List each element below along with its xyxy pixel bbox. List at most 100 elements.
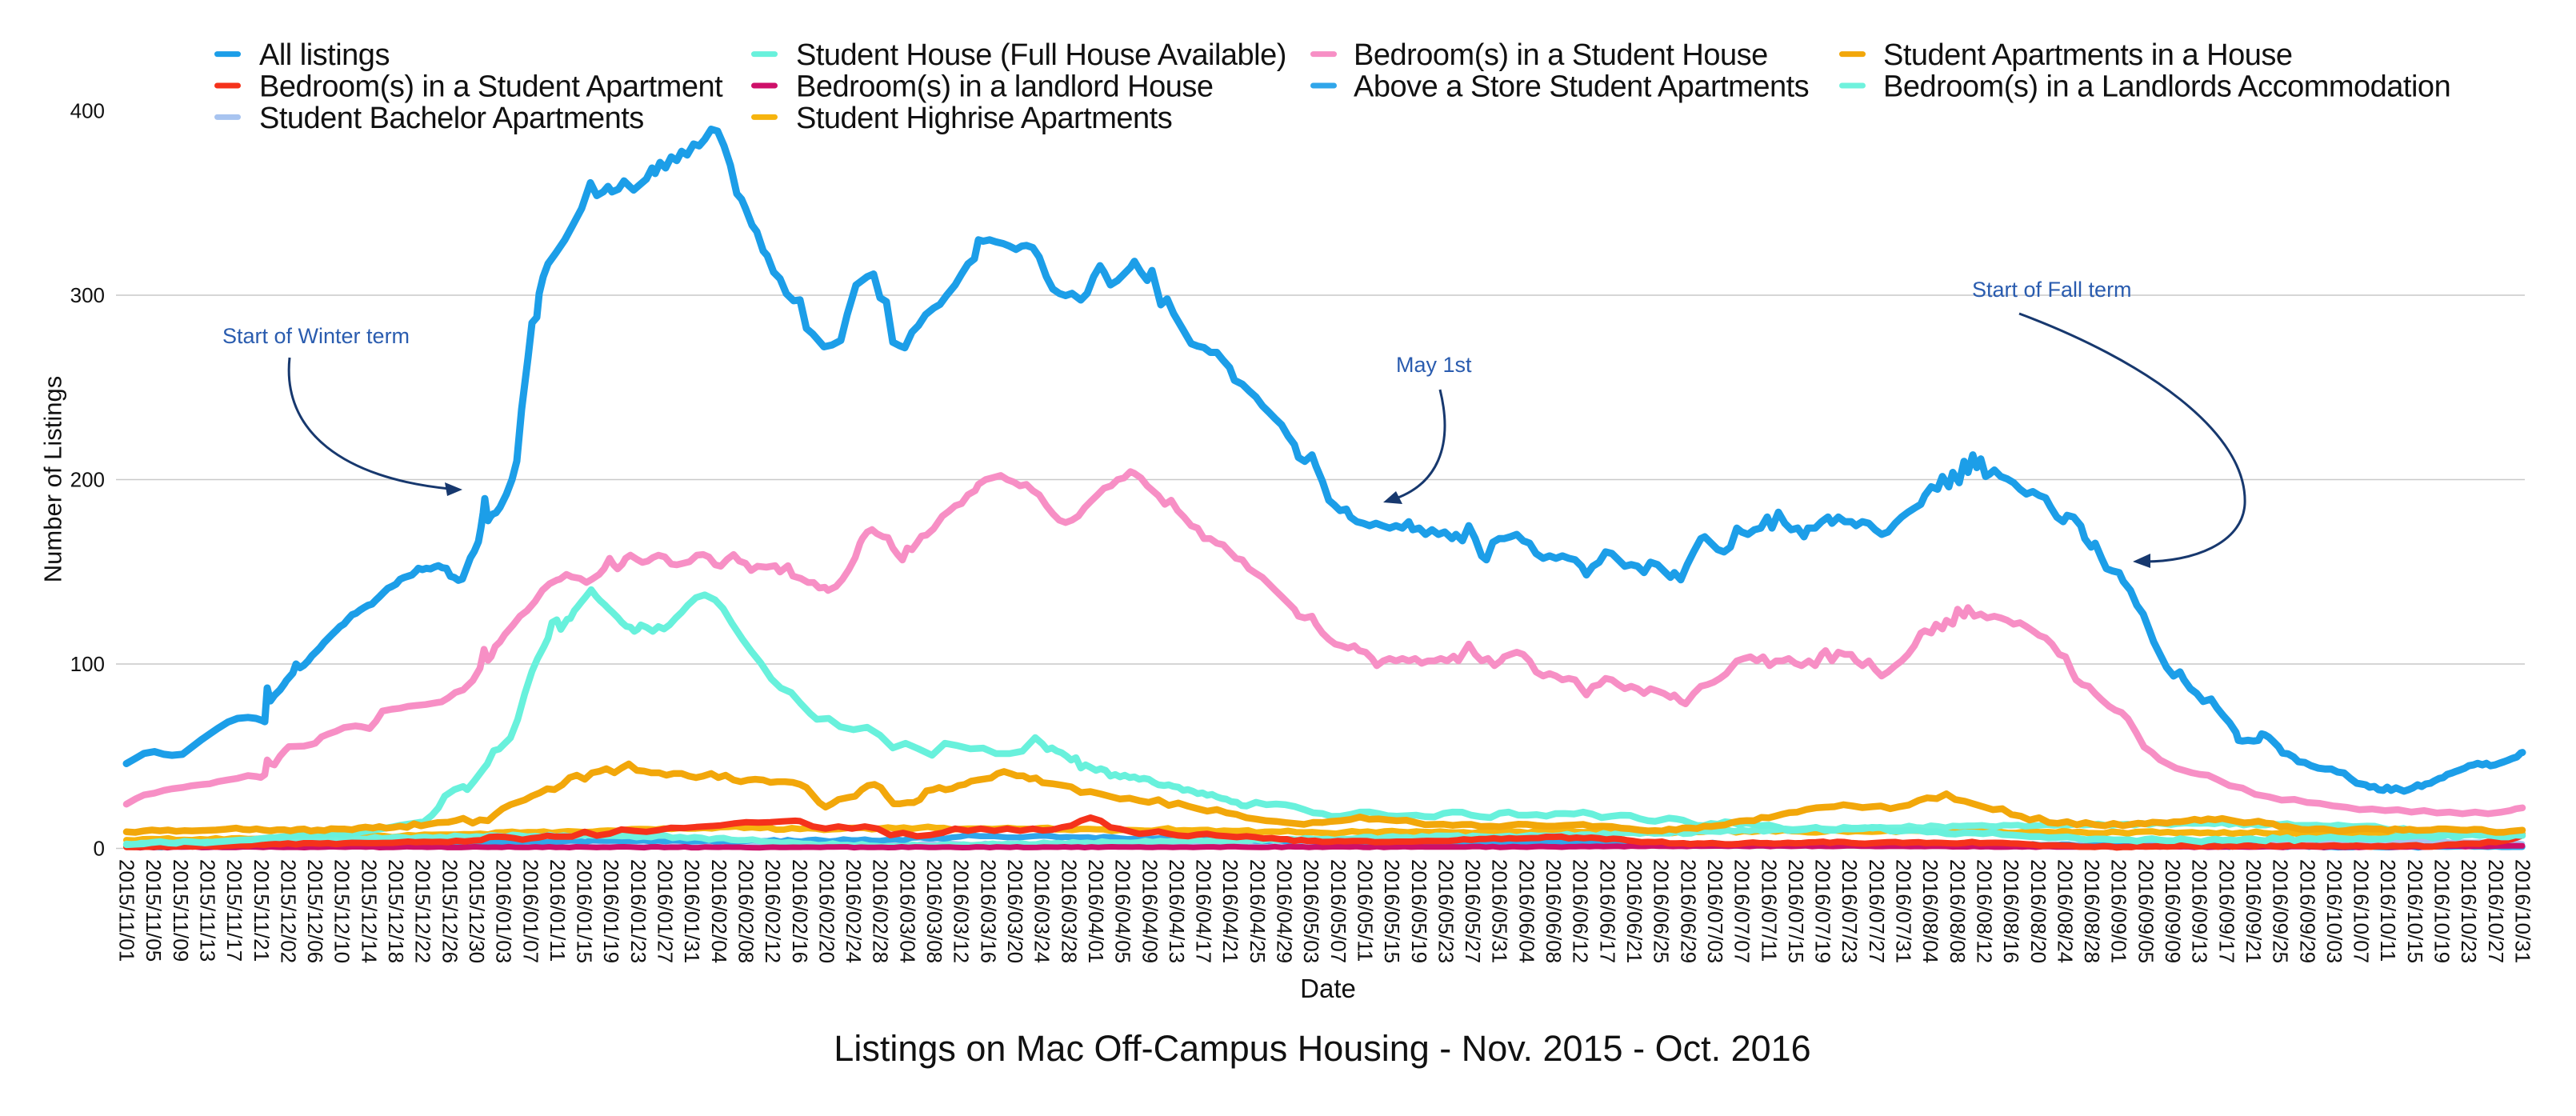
svg-text:Student Bachelor Apartments: Student Bachelor Apartments [259, 102, 644, 135]
svg-text:2016/07/11: 2016/07/11 [1757, 859, 1781, 962]
svg-text:2016/09/01: 2016/09/01 [2107, 859, 2131, 963]
svg-text:2016/04/09: 2016/04/09 [1138, 859, 1162, 963]
svg-text:2015/12/30: 2015/12/30 [465, 859, 489, 963]
svg-text:2016/06/08: 2016/06/08 [1542, 859, 1566, 963]
svg-text:2016/03/28: 2016/03/28 [1057, 859, 1081, 963]
svg-text:Above a Store Student Apartmen: Above a Store Student Apartments [1354, 70, 1809, 104]
svg-text:2016/10/11: 2016/10/11 [2376, 859, 2400, 962]
svg-text:2016/05/19: 2016/05/19 [1407, 859, 1431, 963]
svg-text:2016/02/12: 2016/02/12 [761, 859, 785, 963]
svg-text:2016/09/17: 2016/09/17 [2214, 859, 2238, 963]
svg-text:2016/03/20: 2016/03/20 [1003, 859, 1027, 963]
svg-text:2015/12/02: 2015/12/02 [276, 859, 300, 963]
svg-text:2016/04/21: 2016/04/21 [1218, 859, 1242, 963]
svg-text:2016/06/29: 2016/06/29 [1676, 859, 1700, 963]
svg-text:2016/05/15: 2016/05/15 [1380, 859, 1404, 963]
svg-text:2016/09/29: 2016/09/29 [2295, 859, 2319, 963]
svg-text:Student Highrise Apartments: Student Highrise Apartments [796, 102, 1172, 135]
svg-text:2016/09/21: 2016/09/21 [2242, 859, 2266, 963]
svg-text:400: 400 [70, 99, 105, 123]
svg-text:2016/10/19: 2016/10/19 [2430, 859, 2454, 963]
svg-text:2016/05/23: 2016/05/23 [1434, 859, 1458, 963]
svg-text:2016/06/21: 2016/06/21 [1622, 859, 1646, 963]
svg-text:2016/02/28: 2016/02/28 [869, 859, 893, 963]
svg-text:2016/08/08: 2016/08/08 [1946, 859, 1970, 963]
svg-text:2016/08/20: 2016/08/20 [2026, 859, 2050, 963]
svg-text:2016/02/08: 2016/02/08 [734, 859, 758, 963]
svg-text:2016/08/24: 2016/08/24 [2053, 859, 2077, 963]
svg-text:2016/09/25: 2016/09/25 [2269, 859, 2293, 963]
svg-text:2016/06/04: 2016/06/04 [1514, 859, 1538, 963]
svg-text:2016/07/03: 2016/07/03 [1703, 859, 1727, 963]
svg-text:2016/08/28: 2016/08/28 [2080, 859, 2104, 963]
svg-text:Listings on Mac Off-Campus Hou: Listings on Mac Off-Campus Housing - Nov… [834, 1028, 1810, 1069]
svg-text:2016/07/27: 2016/07/27 [1865, 859, 1889, 963]
svg-text:May 1st: May 1st [1396, 353, 1472, 377]
svg-text:2016/03/08: 2016/03/08 [922, 859, 946, 963]
svg-text:2016/01/23: 2016/01/23 [626, 859, 650, 963]
svg-text:Bedroom(s) in a Landlords Acco: Bedroom(s) in a Landlords Accommodation [1883, 70, 2450, 104]
svg-text:2016/01/07: 2016/01/07 [518, 859, 542, 963]
svg-text:Date: Date [1300, 974, 1356, 1003]
svg-text:2016/05/03: 2016/05/03 [1299, 859, 1323, 963]
svg-text:2015/12/22: 2015/12/22 [411, 859, 435, 963]
svg-text:Bedroom(s) in a Student Apartm: Bedroom(s) in a Student Apartment [259, 70, 723, 104]
svg-text:2016/01/03: 2016/01/03 [492, 859, 516, 963]
svg-text:2016/07/19: 2016/07/19 [1811, 859, 1835, 963]
svg-text:2015/12/06: 2015/12/06 [303, 859, 327, 963]
svg-text:2016/05/27: 2016/05/27 [1461, 859, 1485, 963]
svg-text:2016/03/04: 2016/03/04 [895, 859, 919, 963]
svg-text:2016/05/07: 2016/05/07 [1326, 859, 1350, 963]
svg-text:2015/12/10: 2015/12/10 [330, 859, 354, 963]
svg-text:Student House (Full House Avai: Student House (Full House Available) [796, 38, 1286, 72]
svg-text:2016/04/01: 2016/04/01 [1084, 859, 1108, 963]
svg-text:Start of Fall term: Start of Fall term [1972, 278, 2132, 302]
svg-text:2016/08/16: 2016/08/16 [1999, 859, 2023, 963]
svg-text:200: 200 [70, 468, 105, 492]
svg-text:Bedroom(s) in a landlord House: Bedroom(s) in a landlord House [796, 70, 1214, 104]
svg-text:2015/11/09: 2015/11/09 [169, 859, 193, 962]
svg-text:2016/03/24: 2016/03/24 [1030, 859, 1054, 963]
svg-text:2015/11/13: 2015/11/13 [196, 859, 220, 962]
svg-text:2015/11/17: 2015/11/17 [222, 859, 246, 962]
svg-text:2016/03/12: 2016/03/12 [950, 859, 974, 963]
svg-text:Student Apartments in a House: Student Apartments in a House [1883, 38, 2293, 72]
svg-text:2016/10/23: 2016/10/23 [2457, 859, 2481, 963]
svg-text:2015/11/01: 2015/11/01 [115, 859, 139, 962]
svg-text:0: 0 [94, 837, 105, 861]
svg-text:2016/10/31: 2016/10/31 [2511, 859, 2535, 963]
svg-text:2016/07/23: 2016/07/23 [1838, 859, 1862, 963]
svg-text:2016/10/15: 2016/10/15 [2403, 859, 2427, 963]
svg-text:2015/12/14: 2015/12/14 [357, 859, 381, 963]
svg-text:2016/10/03: 2016/10/03 [2322, 859, 2346, 963]
svg-text:2016/04/29: 2016/04/29 [1273, 859, 1297, 963]
svg-text:2016/08/04: 2016/08/04 [1918, 859, 1942, 963]
svg-text:2016/06/17: 2016/06/17 [1595, 859, 1619, 963]
svg-text:2016/04/25: 2016/04/25 [1246, 859, 1270, 963]
svg-text:2016/04/05: 2016/04/05 [1111, 859, 1135, 963]
svg-text:2016/07/15: 2016/07/15 [1784, 859, 1808, 963]
svg-text:2016/02/24: 2016/02/24 [842, 859, 866, 963]
svg-text:2015/11/21: 2015/11/21 [250, 859, 274, 962]
svg-text:2016/02/04: 2016/02/04 [707, 859, 731, 963]
svg-text:2016/01/19: 2016/01/19 [599, 859, 623, 963]
svg-text:2016/04/13: 2016/04/13 [1165, 859, 1189, 963]
svg-text:2016/10/27: 2016/10/27 [2484, 859, 2508, 963]
svg-text:Bedroom(s) in a Student House: Bedroom(s) in a Student House [1354, 38, 1768, 72]
svg-text:2015/12/18: 2015/12/18 [384, 859, 408, 963]
svg-text:2016/01/27: 2016/01/27 [654, 859, 678, 963]
svg-text:2016/06/12: 2016/06/12 [1569, 859, 1593, 963]
svg-text:2016/01/15: 2016/01/15 [573, 859, 597, 963]
svg-text:2016/02/16: 2016/02/16 [788, 859, 812, 963]
svg-text:2016/01/11: 2016/01/11 [546, 859, 570, 962]
svg-text:2015/11/05: 2015/11/05 [142, 859, 166, 962]
svg-text:2016/05/31: 2016/05/31 [1488, 859, 1512, 963]
svg-text:300: 300 [70, 283, 105, 307]
svg-text:2016/08/12: 2016/08/12 [1973, 859, 1997, 963]
svg-text:2016/09/13: 2016/09/13 [2188, 859, 2212, 963]
svg-text:2016/02/20: 2016/02/20 [814, 859, 838, 963]
svg-text:2016/09/05: 2016/09/05 [2134, 859, 2158, 963]
svg-text:2016/07/07: 2016/07/07 [1730, 859, 1754, 963]
svg-text:2016/05/11: 2016/05/11 [1354, 859, 1378, 962]
svg-text:2016/07/31: 2016/07/31 [1892, 859, 1916, 963]
